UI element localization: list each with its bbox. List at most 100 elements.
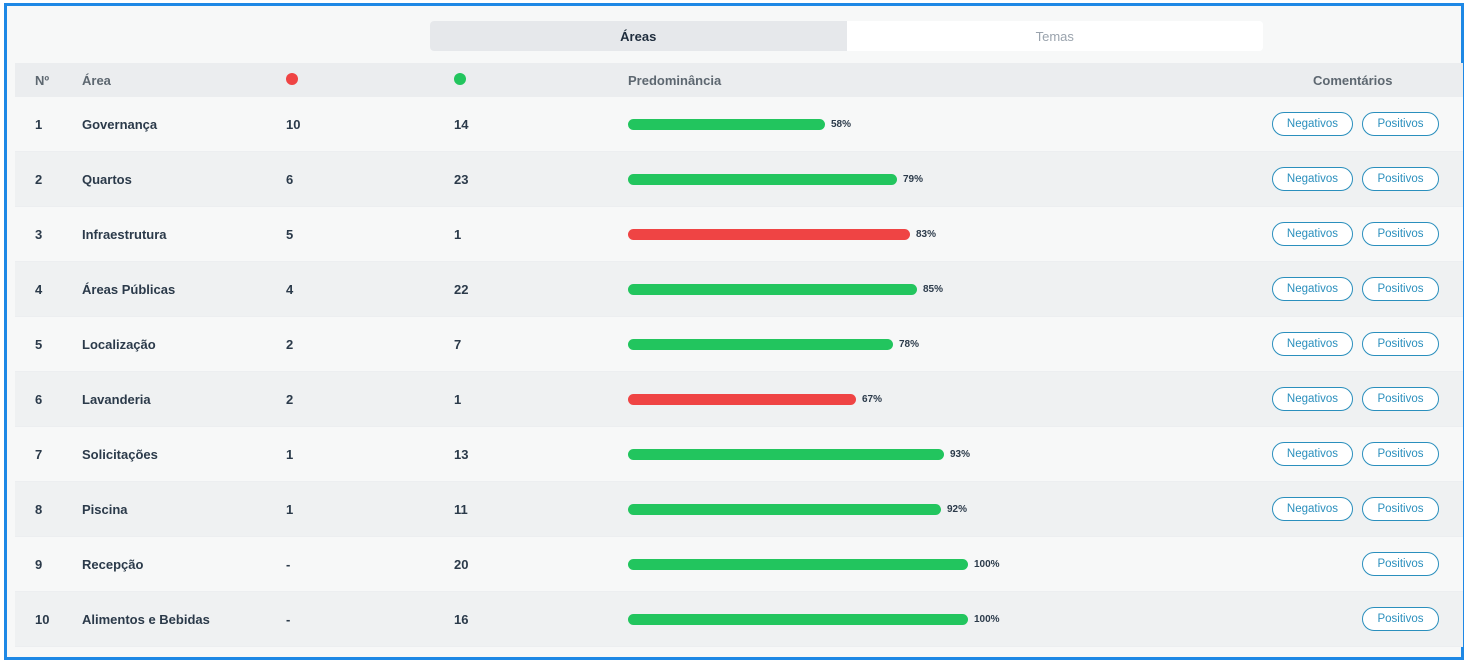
row-predominance: 78%	[628, 338, 920, 350]
tab-areas[interactable]: Áreas	[430, 21, 847, 51]
negativos-button[interactable]: Negativos	[1272, 222, 1353, 246]
table-row: 7 Solicitações 1 13 93% Negativos Positivos	[15, 427, 1463, 482]
predominance-percent: 58%	[831, 118, 852, 130]
positivos-button[interactable]: Positivos	[1362, 112, 1439, 136]
predominance-bar	[628, 393, 856, 405]
row-positive-count: 1	[454, 391, 462, 407]
row-positive-count: 23	[454, 171, 469, 187]
row-number: 4	[35, 281, 43, 297]
predominance-bar	[628, 503, 941, 515]
predominance-percent: 85%	[923, 283, 944, 295]
positivos-button[interactable]: Positivos	[1362, 552, 1439, 576]
row-comment-buttons: Positivos	[1362, 552, 1439, 576]
predominance-percent: 67%	[862, 393, 883, 405]
positivos-button[interactable]: Positivos	[1362, 222, 1439, 246]
positivos-button[interactable]: Positivos	[1362, 442, 1439, 466]
row-positive-count: 7	[454, 336, 462, 352]
row-negative-count: 1	[286, 446, 294, 462]
negativos-button[interactable]: Negativos	[1272, 497, 1353, 521]
row-area: Recepção	[82, 556, 144, 572]
negativos-button[interactable]: Negativos	[1272, 112, 1353, 136]
positivos-button[interactable]: Positivos	[1362, 167, 1439, 191]
table-row: 10 Alimentos e Bebidas - 16 100% Positivos	[15, 592, 1463, 647]
negativos-button[interactable]: Negativos	[1272, 167, 1353, 191]
row-number: 8	[35, 501, 43, 517]
row-predominance: 67%	[628, 393, 883, 405]
table-row: 5 Localização 2 7 78% Negativos Positivos	[15, 317, 1463, 372]
predominance-bar	[628, 118, 825, 130]
row-predominance: 79%	[628, 173, 924, 185]
green-dot-icon	[454, 72, 466, 85]
row-comment-buttons: Negativos Positivos	[1272, 167, 1439, 191]
predominance-percent: 100%	[974, 613, 1000, 625]
negativos-button[interactable]: Negativos	[1272, 277, 1353, 301]
header-comments: Comentários	[1313, 72, 1393, 88]
row-negative-count: 1	[286, 501, 294, 517]
predominance-bar	[628, 173, 897, 185]
header-negative	[286, 72, 298, 88]
row-positive-count: 20	[454, 556, 469, 572]
table-row: 3 Infraestrutura 5 1 83% Negativos Positivos	[15, 207, 1463, 262]
row-negative-count: 5	[286, 226, 294, 242]
row-positive-count: 22	[454, 281, 469, 297]
row-comment-buttons: Positivos	[1362, 607, 1439, 631]
row-positive-count: 11	[454, 501, 468, 517]
negativos-button[interactable]: Negativos	[1272, 442, 1353, 466]
row-positive-count: 16	[454, 611, 469, 627]
table-row: 6 Lavanderia 2 1 67% Negativos Positivos	[15, 372, 1463, 427]
positivos-button[interactable]: Positivos	[1362, 332, 1439, 356]
row-number: 3	[35, 226, 43, 242]
predominance-bar	[628, 228, 910, 240]
header-predominance: Predominância	[628, 72, 722, 88]
negativos-button[interactable]: Negativos	[1272, 332, 1353, 356]
row-area: Piscina	[82, 501, 128, 517]
positivos-button[interactable]: Positivos	[1362, 497, 1439, 521]
tab-bar: Áreas Temas	[430, 21, 1263, 51]
table-body: 1 Governança 10 14 58% Negativos Positivos 2 Qua…	[15, 97, 1463, 647]
row-number: 2	[35, 171, 43, 187]
row-area: Alimentos e Bebidas	[82, 611, 210, 627]
row-predominance: 58%	[628, 118, 852, 130]
areas-table: Nº Área Predominância Comentários 1 Gover…	[15, 63, 1463, 647]
row-number: 5	[35, 336, 43, 352]
row-predominance: 85%	[628, 283, 944, 295]
predominance-percent: 93%	[950, 448, 971, 460]
row-area: Infraestrutura	[82, 226, 167, 242]
row-comment-buttons: Negativos Positivos	[1272, 112, 1439, 136]
positivos-button[interactable]: Positivos	[1362, 387, 1439, 411]
tab-temas[interactable]: Temas	[846, 21, 1263, 51]
row-positive-count: 13	[454, 446, 469, 462]
row-predominance: 100%	[628, 613, 1000, 625]
positivos-button[interactable]: Positivos	[1362, 607, 1439, 631]
header-positive	[454, 72, 466, 88]
row-comment-buttons: Negativos Positivos	[1272, 497, 1439, 521]
table-row: 2 Quartos 6 23 79% Negativos Positivos	[15, 152, 1463, 207]
row-area: Quartos	[82, 171, 132, 187]
negativos-button[interactable]: Negativos	[1272, 387, 1353, 411]
row-comment-buttons: Negativos Positivos	[1272, 332, 1439, 356]
predominance-percent: 83%	[916, 228, 937, 240]
row-negative-count: 4	[286, 281, 294, 297]
row-area: Solicitações	[82, 446, 158, 462]
row-number: 7	[35, 446, 43, 462]
red-dot-icon	[286, 72, 298, 85]
row-predominance: 83%	[628, 228, 937, 240]
row-negative-count: 10	[286, 116, 301, 132]
row-positive-count: 14	[454, 116, 469, 132]
predominance-percent: 79%	[903, 173, 924, 185]
predominance-percent: 78%	[899, 338, 920, 350]
row-predominance: 93%	[628, 448, 971, 460]
row-comment-buttons: Negativos Positivos	[1272, 387, 1439, 411]
row-number: 6	[35, 391, 43, 407]
header-number: Nº	[35, 72, 50, 88]
row-number: 10	[35, 611, 50, 627]
predominance-percent: 100%	[974, 558, 1000, 570]
row-predominance: 100%	[628, 558, 1000, 570]
table-row: 1 Governança 10 14 58% Negativos Positivos	[15, 97, 1463, 152]
row-negative-count: 2	[286, 336, 294, 352]
row-negative-count: -	[286, 611, 291, 627]
row-comment-buttons: Negativos Positivos	[1272, 277, 1439, 301]
row-area: Governança	[82, 116, 158, 132]
positivos-button[interactable]: Positivos	[1362, 277, 1439, 301]
row-comment-buttons: Negativos Positivos	[1272, 222, 1439, 246]
